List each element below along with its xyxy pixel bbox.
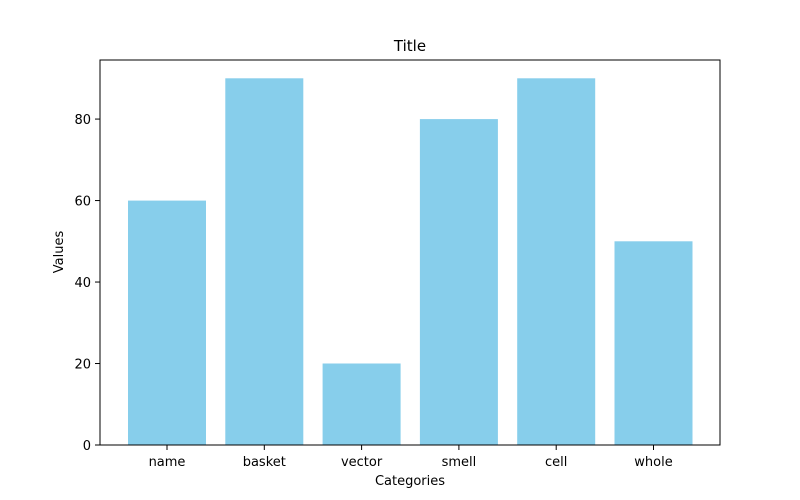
y-tick-label: 40 bbox=[74, 276, 91, 291]
y-tick-label: 60 bbox=[74, 195, 91, 210]
bar-whole bbox=[614, 241, 693, 445]
x-tick-label: basket bbox=[243, 455, 286, 470]
bar-name bbox=[128, 200, 206, 445]
x-tick-label: cell bbox=[545, 455, 567, 470]
bar-smell bbox=[419, 119, 498, 445]
x-tick-label: vector bbox=[341, 455, 383, 470]
bar-vector bbox=[322, 363, 401, 445]
chart-title: Title bbox=[393, 37, 426, 55]
x-tick-label: name bbox=[149, 455, 186, 470]
bars-group bbox=[128, 78, 693, 446]
x-axis-label: Categories bbox=[375, 474, 445, 489]
bar-basket bbox=[225, 78, 304, 446]
y-tick-label: 0 bbox=[83, 439, 91, 454]
plot-frame bbox=[99, 59, 721, 446]
y-axis-ticks: 0 20 40 60 80 bbox=[74, 113, 100, 454]
x-tick-label: smell bbox=[442, 455, 477, 470]
y-tick-label: 20 bbox=[74, 358, 91, 373]
x-axis-ticks: name basket vector smell cell whole bbox=[149, 445, 673, 470]
y-axis-label: Values bbox=[52, 231, 67, 274]
bar-cell bbox=[517, 78, 596, 446]
x-tick-label: whole bbox=[634, 455, 672, 470]
y-tick-label: 80 bbox=[74, 113, 91, 128]
